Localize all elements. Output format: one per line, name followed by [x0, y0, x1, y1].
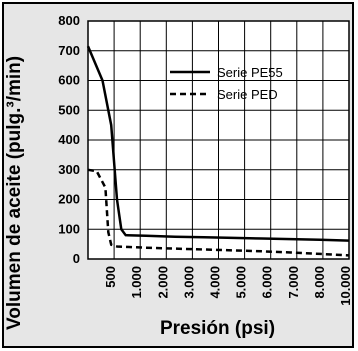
x-tick-label: 1.000	[129, 266, 144, 299]
legend-label-ped: Serie PED	[217, 87, 278, 102]
x-axis-label: Presión (psi)	[159, 318, 276, 339]
x-tick-label: 8.000	[312, 266, 327, 299]
y-tick-label: 500	[58, 102, 80, 117]
y-tick-label: 700	[58, 43, 80, 58]
plot-border	[87, 20, 350, 260]
series-line-ped	[87, 168, 350, 257]
x-tick-label: 5.000	[234, 266, 249, 299]
x-tick-label: 2.000	[155, 266, 170, 299]
x-tick-label: 500	[103, 266, 118, 288]
x-tick-label: 4.000	[208, 266, 223, 299]
y-tick-label: 300	[58, 162, 80, 177]
x-tick-label: 7.000	[286, 266, 301, 299]
x-tick-label: 10.000	[338, 266, 353, 306]
y-tick-label: 400	[58, 132, 80, 147]
legend-label-pe55: Serie PE55	[217, 65, 283, 80]
x-tick-label: 6.000	[260, 266, 275, 299]
x-tick-label: 3.000	[181, 266, 196, 299]
y-tick-label: 100	[58, 221, 80, 236]
y-tick-label: 200	[58, 192, 80, 207]
y-tick-label: 600	[58, 73, 80, 88]
y-tick-label: 0	[73, 251, 80, 266]
y-tick-label: 800	[58, 13, 80, 28]
series-line-pe55	[86, 45, 350, 242]
